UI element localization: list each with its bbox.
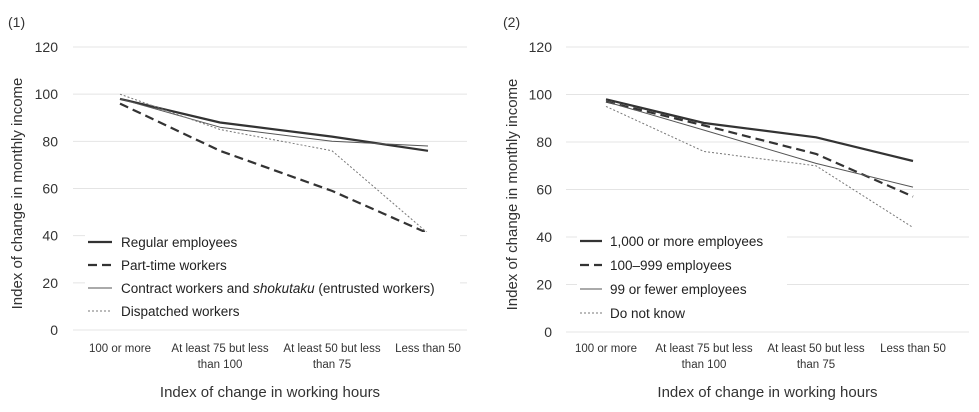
series-line-3 [605, 101, 914, 188]
legend-background [577, 231, 787, 325]
x-axis-title: Index of change in working hours [160, 384, 380, 401]
panel-label: (2) [503, 14, 520, 30]
legend-background [85, 232, 460, 324]
x-tick-label: 100 or more [89, 343, 151, 355]
x-tick-label: At least 75 but less than 100 [655, 343, 752, 371]
legend-label: Dispatched workers [121, 304, 240, 319]
x-tick-label: At least 75 but less than 100 [171, 343, 268, 371]
legend-label: 99 or fewer employees [610, 282, 747, 297]
x-tick-label: 100 or more [575, 343, 637, 355]
y-tick-label: 100 [529, 87, 553, 103]
legend-label: 100–999 employees [610, 258, 732, 273]
y-tick-label: 100 [35, 86, 59, 102]
series-line-3 [119, 98, 429, 147]
legend-label: Contract workers and shokutaku (entruste… [121, 281, 435, 296]
chart-panel-1: (1) 0 20 40 60 80 100 120 Index of change in mon… [8, 14, 467, 401]
legend-label: Part-time workers [121, 258, 227, 273]
y-tick-label: 40 [536, 229, 552, 245]
legend-label: Regular employees [121, 235, 238, 250]
x-tick-label: At least 50 but less than 75 [283, 343, 380, 371]
x-tick-label: Less than 50 [880, 343, 946, 355]
x-axis-title: Index of change in working hours [657, 384, 877, 401]
chart-panel-2: (2) 0 20 40 60 80 100 120 Index of change in mon… [503, 14, 969, 401]
y-tick-label: 120 [35, 39, 59, 55]
y-axis-title: Index of change in monthly income [9, 78, 26, 310]
y-tick-label: 0 [50, 322, 58, 338]
y-tick-label: 20 [536, 277, 552, 293]
series-line-4 [119, 93, 429, 234]
x-tick-label: At least 50 but less than 75 [767, 343, 864, 371]
series-line-1 [605, 98, 914, 163]
series-line-2 [119, 102, 429, 235]
y-tick-label: 20 [42, 275, 58, 291]
y-tick-label: 60 [536, 182, 552, 198]
y-tick-label: 120 [529, 39, 553, 55]
y-tick-label: 60 [42, 181, 58, 197]
legend-label: 1,000 or more employees [610, 234, 763, 249]
panel-label: (1) [8, 14, 25, 30]
legend-label: Do not know [610, 306, 685, 321]
x-tick-label: Less than 50 [395, 343, 461, 355]
y-tick-label: 80 [536, 134, 552, 150]
y-tick-label: 80 [42, 133, 58, 149]
series-line-4 [605, 105, 914, 228]
y-tick-label: 40 [42, 228, 58, 244]
y-tick-label: 0 [544, 324, 552, 340]
y-axis-title: Index of change in monthly income [504, 79, 521, 311]
